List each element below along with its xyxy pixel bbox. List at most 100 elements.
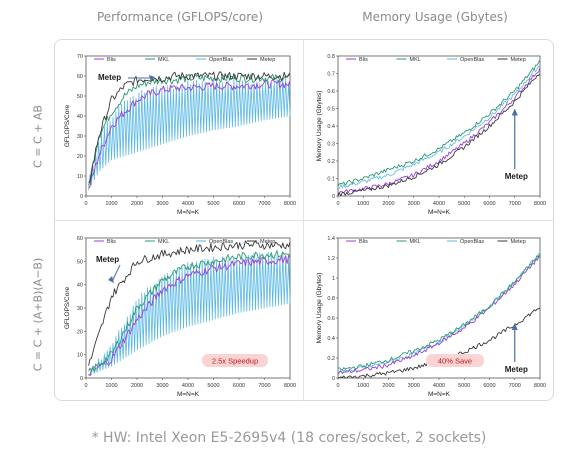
y-tick-label: 1.4	[327, 236, 335, 242]
annotation-arrowhead	[148, 75, 155, 81]
row-label-ab: C = C + AB	[31, 105, 45, 168]
x-tick-label: 8000	[534, 383, 546, 389]
hardware-footnote: * HW: Intel Xeon E5-2695v4 (18 cores/soc…	[91, 430, 487, 446]
y-tick-label: 0.1	[327, 177, 335, 183]
y-tick-label: 0.8	[327, 296, 335, 302]
series-line-mkl	[337, 253, 541, 371]
x-tick-label: 3000	[156, 201, 168, 207]
x-tick-label: 7000	[258, 201, 270, 207]
y-tick-label: 0.7	[327, 72, 335, 78]
chart-perf-apb: 0 1000 2000 3000 4000 5000 6000 7000 8000 0 10 20 30…	[64, 236, 296, 398]
x-tick-label: 3000	[156, 383, 168, 389]
y-tick-label: 0	[80, 194, 83, 200]
legend-label: OpenBlas	[460, 239, 484, 245]
y-tick-label: 0	[80, 376, 83, 382]
y-tick-label: 0.6	[327, 89, 335, 95]
y-tick-label: 0.5	[327, 107, 335, 113]
x-axis-label: M=N=K	[428, 391, 451, 398]
x-tick-label: 3000	[408, 383, 420, 389]
x-tick-label: 5000	[207, 201, 219, 207]
y-tick-label: 50	[77, 259, 83, 265]
legend-label: Metep	[511, 239, 526, 245]
y-tick-label: 40	[77, 114, 83, 120]
annotation-arrowhead	[511, 323, 518, 330]
x-tick-label: 4000	[182, 383, 194, 389]
series-line-blis	[337, 255, 541, 375]
y-tick-label: 0.4	[327, 124, 335, 130]
y-tick-label: 60	[77, 236, 83, 242]
y-axis-label: GFLOPS/Core	[64, 104, 71, 147]
x-tick-label: 0	[336, 383, 339, 389]
y-axis-label: Memory Usage (Gbytes)	[316, 273, 323, 344]
series-line-metep	[88, 240, 291, 366]
y-tick-label: 0	[332, 194, 335, 200]
x-axis-label: M=N=K	[428, 209, 451, 216]
y-tick-label: 0	[332, 376, 335, 382]
x-tick-label: 4000	[433, 383, 445, 389]
x-tick-label: 4000	[433, 201, 445, 207]
series-line-openblas	[88, 251, 291, 377]
panel-divider-vertical	[303, 39, 304, 401]
legend-label: Metep	[260, 57, 275, 63]
series-line-mkl	[88, 250, 291, 373]
series-line-blis	[88, 79, 291, 189]
memory-header: Memory Usage (Gbytes)	[362, 10, 508, 24]
row-label-apb: C = C + (A+B)(A−B)	[31, 257, 45, 372]
x-tick-label: 8000	[534, 201, 546, 207]
y-tick-label: 70	[77, 54, 83, 60]
y-tick-label: 30	[77, 306, 83, 312]
result-badge	[202, 354, 268, 367]
series-line-blis	[88, 255, 291, 377]
metep-annotation: Metep	[98, 73, 121, 82]
x-tick-label: 6000	[483, 201, 495, 207]
y-axis-label: GFLOPS/Core	[64, 286, 71, 329]
metep-annotation: Metep	[505, 172, 528, 181]
y-tick-label: 60	[77, 74, 83, 80]
y-tick-label: 0.2	[327, 356, 335, 362]
y-tick-label: 0.6	[327, 316, 335, 322]
x-tick-label: 3000	[408, 201, 420, 207]
series-line-openblas	[338, 65, 541, 189]
x-tick-label: 5000	[207, 383, 219, 389]
legend-label: MKL	[410, 57, 421, 63]
legend-label: MKL	[158, 57, 169, 63]
series-line-blis	[337, 67, 541, 195]
x-tick-label: 6000	[233, 201, 245, 207]
legend-label: OpenBlas	[209, 239, 233, 245]
result-badge-label: 40% Save	[438, 356, 472, 365]
legend-label: OpenBlas	[209, 57, 233, 63]
x-tick-label: 1000	[105, 201, 117, 207]
annotation-arrow	[112, 264, 121, 281]
y-tick-label: 40	[77, 283, 83, 289]
x-tick-label: 0	[84, 383, 87, 389]
x-tick-label: 6000	[233, 383, 245, 389]
legend-label: Blis	[359, 57, 368, 63]
y-tick-label: 0.8	[327, 54, 335, 60]
performance-header: Performance (GFLOPS/core)	[96, 10, 263, 24]
x-tick-label: 1000	[357, 201, 369, 207]
y-tick-label: 30	[77, 134, 83, 140]
y-tick-label: 0.2	[327, 159, 335, 165]
legend-label: Metep	[511, 57, 526, 63]
x-tick-label: 6000	[483, 383, 495, 389]
x-tick-label: 7000	[258, 383, 270, 389]
series-line-metep	[337, 73, 541, 197]
x-tick-label: 1000	[105, 383, 117, 389]
y-tick-label: 10	[77, 353, 83, 359]
result-badge-label: 2.5x Speedup	[212, 356, 258, 365]
y-tick-label: 0.3	[327, 142, 335, 148]
series-line-metep	[88, 71, 291, 184]
series-line-openblas	[88, 77, 291, 191]
legend-label: Blis	[107, 239, 116, 245]
metep-annotation: Metep	[505, 365, 528, 374]
y-tick-label: 1.2	[327, 256, 335, 262]
x-axis-label: M=N=K	[177, 391, 200, 398]
annotation-arrowhead	[108, 276, 115, 283]
x-tick-label: 7000	[509, 383, 521, 389]
chart-perf-ab: 0 1000 2000 3000 4000 5000 6000 7000 8000 0 10 20 30…	[64, 54, 296, 216]
annotation-arrowhead	[511, 108, 518, 116]
x-tick-label: 2000	[382, 383, 394, 389]
chart-mem-ab: 0 1000 2000 3000 4000 5000 6000 7000 8000 0 0.1 0.2…	[316, 54, 546, 216]
metep-annotation: Metep	[96, 255, 119, 264]
legend-label: Blis	[359, 239, 368, 245]
